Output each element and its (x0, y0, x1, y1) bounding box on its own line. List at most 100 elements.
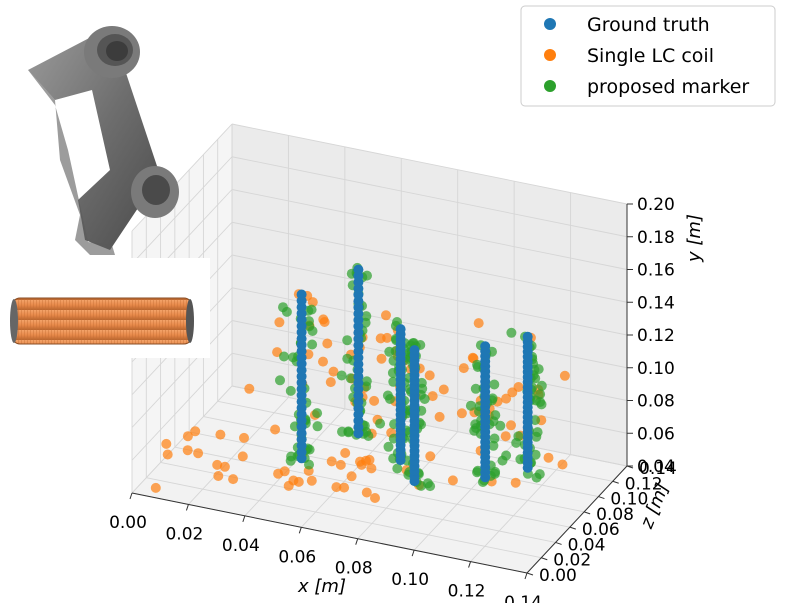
single-lc-coil-point (150, 482, 161, 493)
legend-label-single-lc-coil: Single LC coil (587, 45, 714, 67)
grid-line (231, 189, 628, 270)
proposed-marker-point (490, 410, 501, 421)
proposed-marker-point (495, 420, 506, 431)
proposed-marker-point (472, 362, 483, 372)
proposed-marker-point (345, 373, 356, 384)
proposed-marker-point (307, 339, 318, 350)
grid-line (231, 254, 628, 336)
single-lc-coil-point (228, 474, 239, 485)
grid-line (131, 156, 233, 265)
single-lc-coil-point (376, 353, 387, 364)
proposed-marker-point (306, 304, 317, 315)
z-tick-label: 0.00 (539, 566, 577, 586)
single-lc-coil-point (244, 383, 255, 394)
legend-label-ground-truth: Ground truth (587, 14, 710, 36)
single-lc-coil-point (559, 370, 570, 381)
z-tick-label: 0.04 (568, 535, 606, 555)
proposed-marker-point (422, 478, 433, 489)
proposed-marker-point (497, 455, 508, 466)
proposed-marker-point (471, 423, 482, 434)
x-tick-label: 0.14 (504, 593, 542, 603)
z-tick-mark (555, 541, 562, 545)
single-lc-coil-point (219, 461, 230, 472)
y-tick-label: 0.20 (637, 195, 675, 215)
single-lc-coil-point (239, 432, 249, 443)
proposed-marker-point (531, 472, 542, 483)
proposed-marker-point (470, 383, 481, 394)
y-tick-labels: 0.04 0.06 0.08 0.10 0.12 0.14 0.16 0.18 0.20 (627, 195, 675, 477)
single-lc-coil-point (370, 493, 380, 503)
z-tick-label: 0.08 (596, 505, 634, 525)
single-lc-coil-point (447, 475, 458, 486)
z-tick-mark (626, 465, 634, 469)
legend-marker-proposed-marker (544, 80, 556, 92)
grid-line (357, 431, 459, 540)
z-tick-label: 0.10 (610, 490, 648, 510)
single-lc-coil-point (458, 363, 469, 374)
y-tick-label: 0.12 (637, 326, 675, 346)
proposed-marker-point (342, 335, 353, 346)
grid-line (131, 352, 233, 461)
single-lc-coil-point (161, 438, 172, 449)
single-lc-coil-point (306, 475, 317, 486)
grid-line (131, 320, 233, 428)
ground-truth-point (522, 331, 533, 342)
z-tick-label: 0.06 (582, 520, 620, 540)
proposed-marker-point (343, 426, 354, 437)
single-lc-coil-point (366, 463, 377, 474)
single-lc-coil-point (274, 317, 285, 328)
x-tick-mark (242, 515, 246, 523)
x-tick-mark (524, 572, 528, 580)
proposed-marker-point (312, 408, 323, 419)
proposed-marker-point (489, 468, 500, 479)
z-tick-label: 0.12 (625, 474, 663, 494)
single-lc-coil-point (355, 456, 365, 467)
z-tick-label: 0.02 (553, 551, 591, 571)
grid-line (188, 397, 289, 505)
single-lc-coil-point (328, 366, 339, 377)
proposed-marker-point (472, 467, 482, 478)
ground-truth-point (409, 345, 420, 356)
proposed-marker-point (361, 381, 372, 392)
single-lc-coil-point (375, 333, 386, 344)
ground-truth-point (480, 341, 491, 352)
y-tick-label: 0.18 (637, 228, 675, 248)
proposed-marker-point (531, 431, 542, 442)
z-tick-mark (569, 526, 577, 530)
single-lc-coil-point (237, 451, 248, 462)
legend-label-proposed-marker: proposed marker (587, 76, 749, 98)
single-lc-coil-point (510, 477, 521, 488)
proposed-marker-point (275, 375, 285, 386)
grid-line (470, 454, 571, 562)
x-tick-mark (355, 538, 359, 545)
y-axis-label: y [m] (684, 214, 705, 263)
grid-line (231, 123, 628, 205)
grid-line (231, 156, 628, 238)
proposed-marker-point (536, 380, 547, 391)
single-lc-coil-point (364, 454, 375, 465)
x-tick-mark (468, 561, 472, 568)
data-marks (150, 262, 570, 503)
x-axis-line (131, 492, 528, 574)
single-lc-coil-point (213, 471, 224, 481)
single-lc-coil-point (381, 310, 391, 321)
y-tick-label: 0.04 (637, 457, 675, 477)
proposed-marker-point (511, 437, 522, 448)
ground-truth-point (353, 264, 364, 275)
single-lc-coil-point (361, 487, 372, 498)
single-lc-coil-point (273, 468, 284, 479)
single-lc-coil-point (506, 420, 516, 431)
grid-line (146, 477, 542, 559)
y-tick-label: 0.10 (637, 359, 675, 379)
proposed-marker-point (342, 353, 353, 364)
grid-lines (131, 123, 628, 574)
z-tick-label: 0.14 (639, 459, 677, 479)
legend: Ground truth Single LC coil proposed mar… (520, 5, 776, 107)
single-lc-coil-point (424, 370, 435, 381)
grid-line (231, 221, 628, 303)
proposed-marker-point (392, 463, 403, 474)
legend-marker-ground-truth (544, 18, 556, 30)
proposed-marker-point (506, 327, 517, 338)
proposed-marker-point (489, 379, 500, 390)
single-lc-coil-point (438, 384, 449, 395)
